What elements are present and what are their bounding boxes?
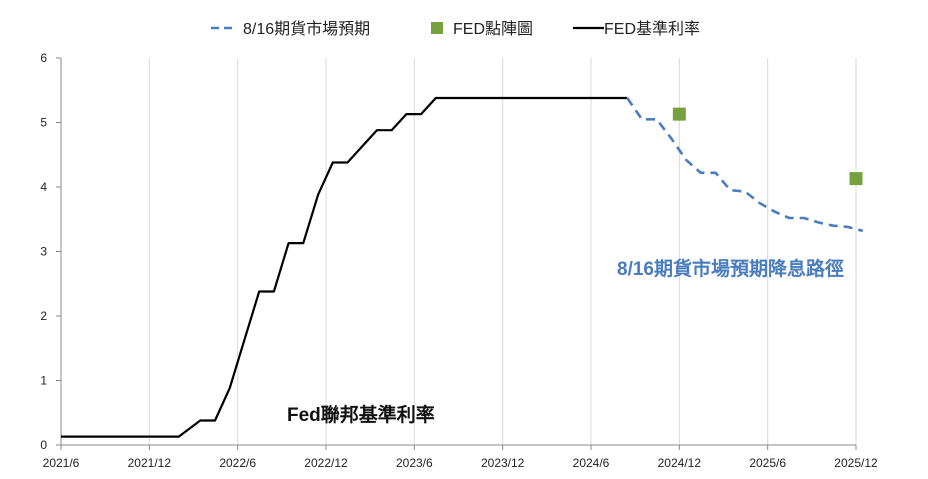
fed-rate-line [61, 96, 628, 438]
legend-label-fed-rate: FED基準利率 [604, 20, 700, 38]
x-tick-label: 2021/6 [43, 456, 80, 470]
legend-label-futures: 8/16期貨市場預期 [243, 20, 370, 38]
futures-expectation-line [626, 97, 864, 233]
legend-label-dotplot: FED點陣圖 [453, 20, 533, 38]
y-tick-label: 5 [40, 116, 47, 130]
x-tick-label: 2025/6 [749, 456, 786, 470]
dot-plot-marker [672, 107, 686, 121]
y-tick-label: 0 [40, 438, 47, 452]
dot-plot-marker [849, 172, 863, 186]
y-tick-label: 2 [40, 309, 47, 323]
x-tick-label: 2025/12 [834, 456, 878, 470]
x-tick-label: 2023/12 [481, 456, 525, 470]
y-tick-label: 3 [40, 245, 47, 259]
legend-square-swatch [431, 22, 443, 34]
annotation-futures-path: 8/16期貨市場預期降息路徑 [617, 257, 844, 280]
x-tick-label: 2024/6 [573, 456, 610, 470]
x-tick-label: 2024/12 [658, 456, 702, 470]
y-tick-label: 4 [40, 180, 47, 194]
y-tick-label: 1 [40, 374, 47, 388]
x-tick-label: 2023/6 [396, 456, 433, 470]
x-tick-label: 2022/6 [219, 456, 256, 470]
y-tick-label: 6 [40, 51, 47, 65]
annotations: 8/16期貨市場預期降息路徑 Fed聯邦基準利率 [287, 257, 844, 426]
axes: 2021/6 2021/12 2022/6 2022/12 2023/6 2023/12 2… [40, 51, 878, 470]
grid-lines [148, 58, 857, 445]
legend: 8/16期貨市場預期 FED點陣圖 FED基準利率 [211, 20, 700, 38]
series [61, 96, 864, 438]
x-tick-label: 2022/12 [304, 456, 348, 470]
x-tick-label: 2021/12 [128, 456, 172, 470]
annotation-fed-rate: Fed聯邦基準利率 [287, 403, 435, 426]
